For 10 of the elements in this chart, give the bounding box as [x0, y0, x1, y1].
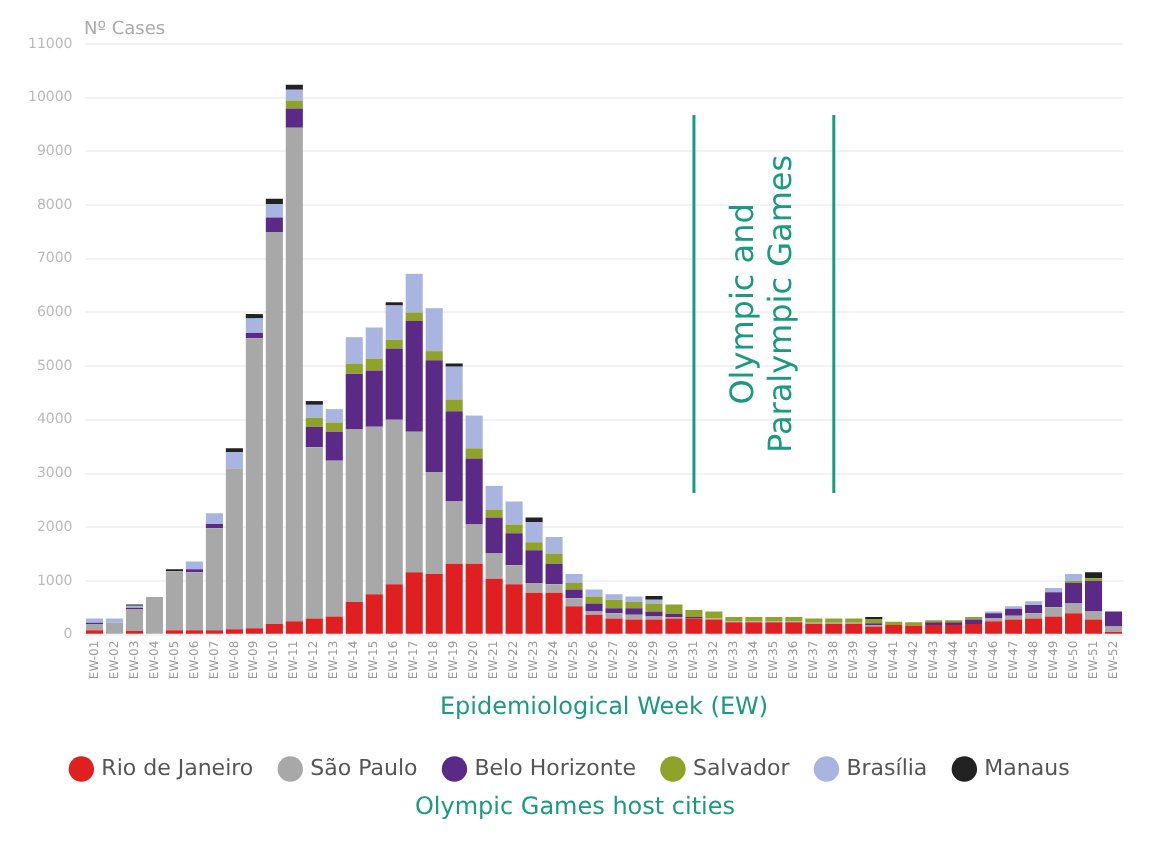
legend-label: Salvador: [692, 754, 791, 781]
legend-label: Manaus: [984, 754, 1071, 781]
y-axis-title: Nº Cases: [84, 19, 166, 40]
annotation: Olympic and Paralympic Games: [723, 154, 800, 453]
legend-label: Brasília: [846, 754, 928, 781]
x-axis-title: Epidemiological Week (EW): [439, 691, 769, 720]
legend-title: Olympic Games host cities: [412, 792, 738, 820]
legend-label: Rio de Janeiro: [101, 754, 254, 781]
legend-label: São Paulo: [310, 754, 418, 781]
legend-label: Belo Horizonte: [474, 754, 637, 781]
